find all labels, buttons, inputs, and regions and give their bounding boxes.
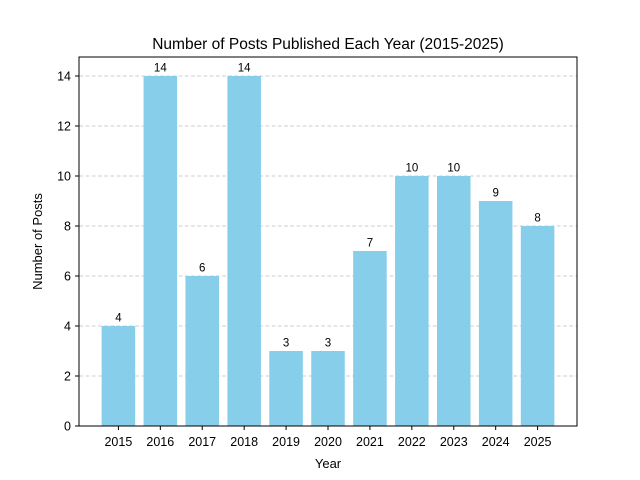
bar-2024	[478, 201, 513, 426]
bar-value-label: 14	[238, 63, 251, 75]
bar-value-label: 10	[447, 163, 460, 175]
x-tick-label: 2019	[272, 435, 300, 449]
x-tick-label: 2021	[356, 435, 384, 449]
bar-value-labels: 4 14 6 14 3 3 7 10 10 9 8	[115, 63, 541, 350]
bar-2023	[436, 176, 471, 426]
axes: 0 2 4 6 8 10 12 14 2015 2016 2017 2018 2019 2020 2021 2…	[57, 56, 578, 449]
y-tick-label: 6	[64, 269, 71, 283]
x-tick-label: 2015	[104, 435, 132, 449]
bar-value-label: 14	[154, 63, 167, 75]
bar-value-label: 6	[199, 263, 205, 275]
x-tick-label: 2023	[440, 435, 468, 449]
x-axis-label: Year	[315, 456, 342, 471]
y-tick-label: 12	[57, 119, 71, 133]
bar-2022	[395, 176, 429, 426]
bar-2019	[269, 351, 303, 426]
bar-2025	[520, 226, 555, 426]
bar-value-label: 7	[367, 238, 373, 250]
x-tick-label: 2018	[230, 435, 258, 449]
y-tick-label: 4	[64, 319, 71, 333]
bar-value-label: 8	[534, 213, 540, 225]
y-tick-label: 10	[57, 169, 71, 183]
y-axis-label: Number of Posts	[30, 193, 45, 290]
bar-value-label: 9	[492, 188, 498, 200]
bar-2018	[227, 76, 261, 426]
bar-2020	[311, 351, 345, 426]
x-tick-label: 2016	[146, 435, 174, 449]
bar-2017	[185, 276, 220, 426]
bar-value-label: 4	[115, 313, 122, 325]
bar-2015	[101, 326, 136, 426]
bar-2021	[353, 251, 387, 426]
y-tick-label: 14	[57, 69, 71, 83]
bar-value-label: 10	[405, 163, 418, 175]
y-tick-label: 0	[64, 419, 71, 433]
bar-value-label: 3	[283, 338, 289, 350]
x-tick-label: 2025	[524, 435, 552, 449]
chart-title: Number of Posts Published Each Year (201…	[152, 36, 504, 53]
bar-value-label: 3	[325, 338, 331, 350]
y-tick-label: 8	[64, 219, 71, 233]
y-tick-label: 2	[64, 369, 71, 383]
x-tick-label: 2020	[314, 435, 342, 449]
x-tick-label: 2017	[188, 435, 216, 449]
bar-2016	[143, 76, 178, 426]
x-tick-label: 2022	[398, 435, 426, 449]
x-tick-label: 2024	[482, 435, 510, 449]
bars	[101, 76, 555, 426]
